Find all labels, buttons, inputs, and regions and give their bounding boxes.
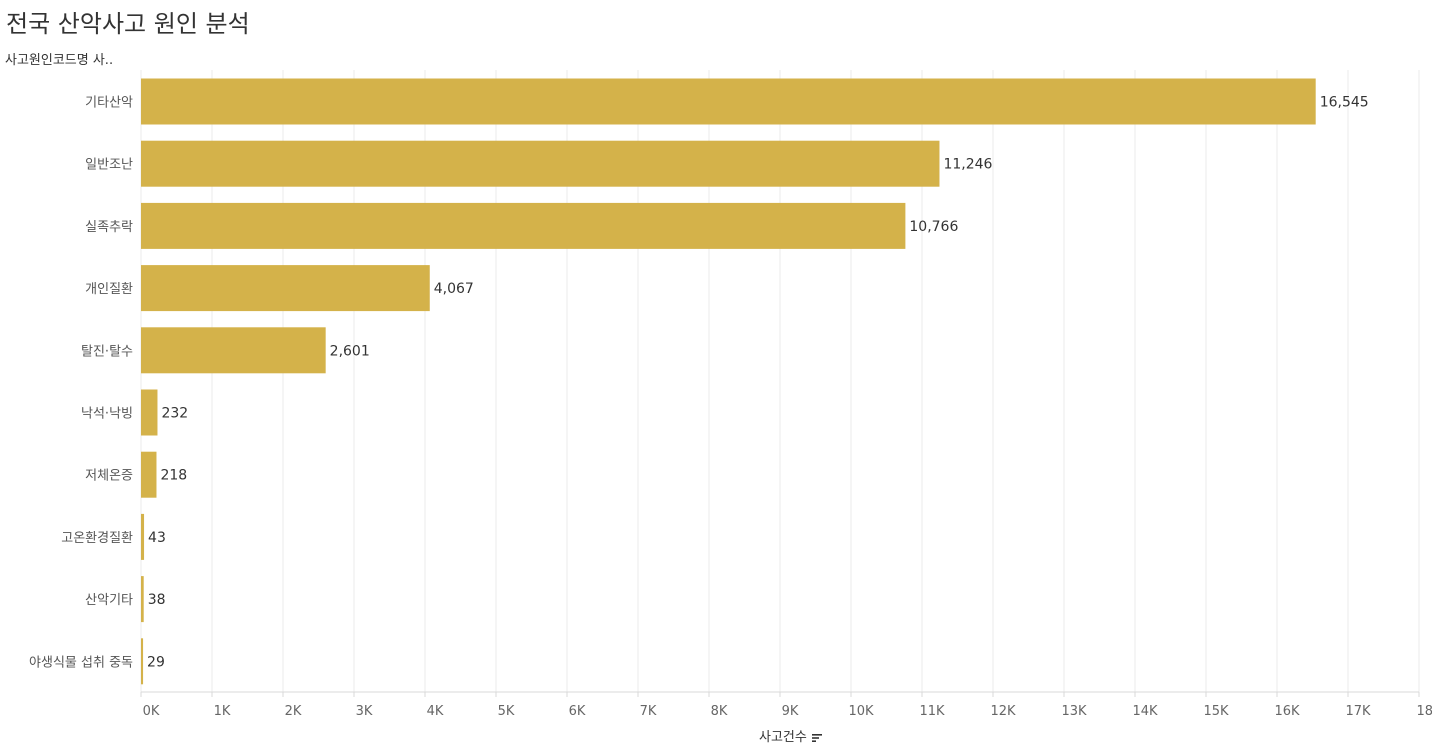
x-axis-ticks: 0K 1K 2K 3K 4K 5K 6K 7K 8K 9K 10K 11K 12K 13K 14K 15K 16…	[140, 691, 1432, 719]
x-tick-label: 4K	[427, 704, 444, 719]
x-tick-label: 15K	[1203, 704, 1229, 719]
x-tick-label: 3K	[356, 704, 373, 719]
x-tick-label: 17K	[1345, 704, 1371, 719]
x-tick-label: 10K	[848, 704, 874, 719]
bar[interactable]	[141, 638, 144, 685]
category-labels: 기타산악일반조난실족추락개인질환탈진·탈수낙석·낙빙저체온증고온환경질환산악기타…	[29, 96, 133, 671]
value-label: 11,246	[943, 157, 992, 173]
category-label[interactable]: 산악기타	[85, 593, 133, 608]
x-tick-label: 6K	[569, 704, 586, 719]
category-label[interactable]: 개인질환	[85, 282, 133, 297]
value-labels: 16,545 11,246 10,766 4,067 2,601 232 218 43 38 29	[147, 95, 1369, 671]
bar[interactable]	[141, 140, 940, 187]
x-tick-label: 8K	[711, 704, 728, 719]
value-label: 2,601	[330, 343, 370, 359]
value-label: 232	[161, 406, 188, 422]
x-tick-label: 9K	[782, 704, 799, 719]
category-label[interactable]: 기타산악	[85, 96, 133, 111]
row-header-label[interactable]: 사고원인코드명 사..	[5, 53, 114, 68]
value-label: 43	[148, 530, 166, 546]
category-label[interactable]: 야생식물 섭취 중독	[29, 655, 133, 670]
category-label[interactable]: 일반조난	[85, 158, 133, 173]
bar[interactable]	[141, 265, 430, 312]
bar[interactable]	[141, 327, 326, 374]
x-tick-label: 13K	[1061, 704, 1087, 719]
x-tick-label: 18K	[1416, 704, 1432, 719]
x-axis-title[interactable]: 사고건수	[0, 726, 1432, 745]
bar[interactable]	[141, 202, 906, 249]
bar[interactable]	[141, 389, 158, 436]
x-tick-label: 1K	[214, 704, 231, 719]
value-label: 38	[148, 592, 166, 608]
x-tick-label: 0K	[143, 704, 160, 719]
value-label: 218	[160, 468, 187, 484]
category-label[interactable]: 저체온증	[85, 469, 133, 484]
sort-descending-icon[interactable]	[811, 732, 823, 744]
value-label: 16,545	[1320, 95, 1369, 111]
category-label[interactable]: 탈진·탈수	[81, 344, 133, 359]
x-axis-title-text: 사고건수	[759, 730, 807, 745]
x-tick-label: 11K	[919, 704, 945, 719]
x-tick-label: 2K	[285, 704, 302, 719]
x-tick-label: 14K	[1132, 704, 1158, 719]
category-label[interactable]: 낙석·낙빙	[81, 407, 133, 422]
value-label: 29	[147, 654, 165, 670]
x-tick-label: 7K	[640, 704, 657, 719]
x-tick-label: 16K	[1274, 704, 1300, 719]
category-label[interactable]: 실족추락	[85, 220, 133, 235]
bar[interactable]	[141, 576, 144, 623]
x-tick-label: 5K	[498, 704, 515, 719]
bars	[141, 78, 1316, 685]
x-tick-label: 12K	[990, 704, 1016, 719]
value-label: 10,766	[909, 219, 958, 235]
bar[interactable]	[141, 451, 157, 498]
bar[interactable]	[141, 513, 145, 560]
value-label: 4,067	[434, 281, 474, 297]
bar[interactable]	[141, 78, 1316, 125]
chart-title: 전국 산악사고 원인 분석	[6, 10, 250, 38]
category-label[interactable]: 고온환경질환	[61, 531, 133, 546]
